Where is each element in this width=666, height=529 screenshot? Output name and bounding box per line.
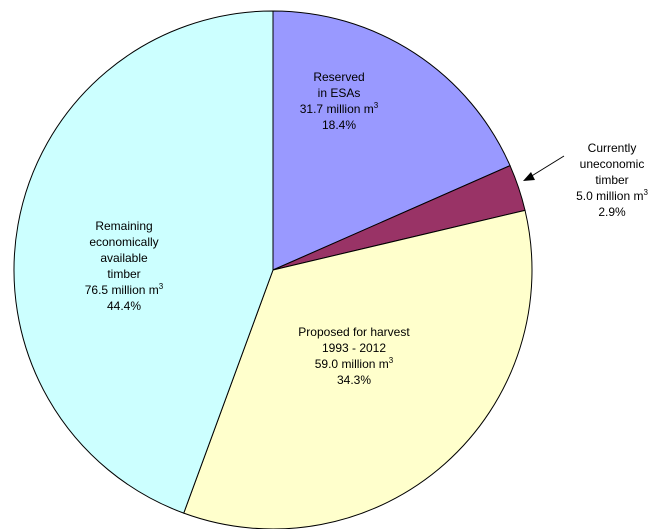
slice-volume-label: 5.0 million m3	[576, 188, 648, 203]
pie-slice	[272, 10, 511, 271]
slice-name-line: Currently	[588, 141, 637, 155]
slice-label: Remaining economically available timber76.5…	[85, 219, 164, 313]
callout-arrow	[529, 155, 565, 178]
slice-volume-label: 76.5 million m3	[85, 282, 164, 297]
slice-name-line: timber	[107, 267, 140, 281]
slice-name-line: available	[100, 251, 148, 265]
slice-name-line: uneconomic	[580, 157, 645, 171]
slice-percent-label: 44.4%	[107, 299, 141, 313]
slice-percent-label: 18.4%	[322, 118, 356, 132]
slice-volume-label: 31.7 million m3	[300, 101, 379, 116]
pie-slices	[13, 10, 533, 529]
slice-name-line: in ESAs	[318, 86, 361, 100]
pie-slice	[183, 209, 533, 529]
callout-arrowhead	[523, 172, 535, 181]
slice-name-line: Reserved	[313, 70, 364, 84]
slice-percent-label: 34.3%	[337, 373, 371, 387]
slice-name-line: Proposed for harvest	[298, 325, 410, 339]
slice-name-line: 1993 - 2012	[322, 341, 386, 355]
slice-name-line: Remaining	[95, 219, 152, 233]
slice-percent-label: 2.9%	[598, 205, 626, 219]
slice-name-line: economically	[89, 235, 158, 249]
pie-slice	[13, 10, 274, 514]
slice-volume-label: 59.0 million m3	[315, 356, 394, 371]
slice-name-line: timber	[595, 173, 628, 187]
